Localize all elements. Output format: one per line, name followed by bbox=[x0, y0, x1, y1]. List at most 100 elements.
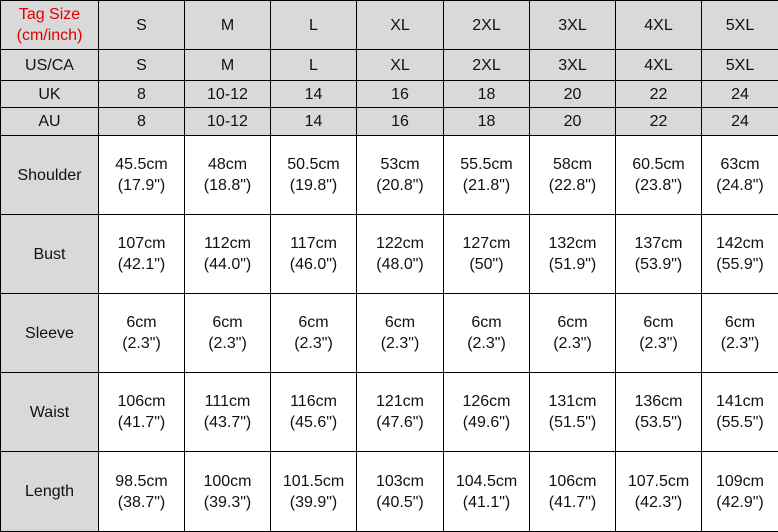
cell-text: Waist bbox=[29, 403, 70, 421]
cell-text: (51.5") bbox=[548, 414, 597, 431]
cell-text: (41.7") bbox=[117, 414, 166, 431]
measurement-cell: 6cm (2.3") bbox=[443, 293, 530, 373]
size-header-cell: M bbox=[184, 49, 271, 81]
measurement-cell: 48cm (18.8") bbox=[184, 135, 271, 215]
cell-text: (17.9") bbox=[117, 177, 166, 194]
cell-text: (42.1") bbox=[117, 256, 166, 273]
measurement-cell: 6cm (2.3") bbox=[356, 293, 444, 373]
size-header-cell: 24 bbox=[701, 107, 778, 136]
size-header-cell: 16 bbox=[356, 107, 444, 136]
measurement-cell: 106cm (41.7") bbox=[529, 451, 616, 532]
measurement-cell: 132cm (51.9") bbox=[529, 214, 616, 294]
measurement-cell: 107cm (42.1") bbox=[98, 214, 185, 294]
measurement-cell: 53cm (20.8") bbox=[356, 135, 444, 215]
measurement-cell: 6cm (2.3") bbox=[701, 293, 778, 373]
cell-text: AU bbox=[38, 113, 61, 130]
cell-text: 131cm bbox=[548, 393, 597, 410]
size-header-cell: 24 bbox=[701, 80, 778, 108]
cell-text: S bbox=[136, 16, 147, 34]
cell-text: 2XL bbox=[472, 16, 501, 34]
table-row: Tag Size (cm/inch) S M L XL 2XL 3XL 4XL 5XL bbox=[0, 0, 778, 50]
cell-text: 111cm bbox=[204, 393, 251, 410]
size-header-cell: 4XL bbox=[615, 0, 702, 50]
cell-text: 106cm bbox=[117, 393, 166, 410]
measurement-cell: 98.5cm (38.7") bbox=[98, 451, 185, 532]
size-header-cell: 20 bbox=[529, 107, 616, 136]
cell-text: 127cm bbox=[462, 235, 511, 252]
measurement-cell: 112cm (44.0") bbox=[184, 214, 271, 294]
cell-text: 103cm bbox=[375, 472, 425, 490]
cell-text: 60.5cm bbox=[632, 156, 685, 173]
cell-text: (cm/inch) bbox=[16, 27, 83, 44]
row-header-cell: Waist bbox=[0, 372, 99, 452]
cell-text: XL bbox=[390, 56, 410, 74]
cell-text: 137cm bbox=[634, 235, 683, 252]
size-header-cell: 22 bbox=[615, 107, 702, 136]
cell-text: 22 bbox=[649, 85, 668, 103]
cell-text: 106cm bbox=[548, 472, 597, 490]
measurement-cell: 6cm (2.3") bbox=[529, 293, 616, 373]
size-header-cell: 10-12 bbox=[184, 107, 271, 136]
cell-text: 121cm bbox=[375, 393, 425, 410]
cell-text: 116cm bbox=[290, 393, 337, 410]
cell-text: 58cm bbox=[552, 156, 593, 173]
size-header-cell: 5XL bbox=[701, 0, 778, 50]
measurement-cell: 45.5cm (17.9") bbox=[98, 135, 185, 215]
size-header-cell: S bbox=[98, 0, 185, 50]
measurement-cell: 50.5cm (19.8") bbox=[270, 135, 357, 215]
cell-text: 55.5cm bbox=[460, 156, 513, 173]
row-header-cell: Sleeve bbox=[0, 293, 99, 373]
cell-text: 141cm bbox=[715, 393, 765, 410]
cell-text: (39.9") bbox=[289, 493, 338, 511]
cell-text: L bbox=[309, 56, 318, 74]
cell-text: (22.8") bbox=[548, 177, 597, 194]
measurement-cell: 6cm (2.3") bbox=[615, 293, 702, 373]
cell-text: 4XL bbox=[644, 56, 673, 74]
row-header-cell: UK bbox=[0, 80, 99, 108]
cell-text: (2.3") bbox=[639, 335, 678, 352]
cell-text: (2.3") bbox=[294, 335, 333, 352]
cell-text: Length bbox=[25, 483, 74, 500]
cell-text: 24 bbox=[731, 85, 749, 103]
cell-text: 6cm bbox=[384, 314, 416, 331]
cell-text: 112cm bbox=[204, 235, 251, 252]
cell-text: 22 bbox=[649, 113, 668, 130]
cell-text: 16 bbox=[391, 113, 409, 130]
size-header-cell: 14 bbox=[270, 80, 357, 108]
row-header-cell: AU bbox=[0, 107, 99, 136]
cell-text: 18 bbox=[477, 113, 496, 130]
measurement-cell: 103cm (40.5") bbox=[356, 451, 444, 532]
cell-text: 6cm bbox=[471, 314, 502, 331]
size-header-cell: 3XL bbox=[529, 0, 616, 50]
cell-text: 10-12 bbox=[207, 85, 248, 103]
table-row: UK 8 10-12 14 16 18 20 22 24 bbox=[0, 80, 778, 108]
cell-text: 10-12 bbox=[207, 113, 248, 130]
cell-text: 107cm bbox=[117, 235, 166, 252]
cell-text: 3XL bbox=[558, 16, 587, 34]
size-header-cell: XL bbox=[356, 49, 444, 81]
cell-text: 101.5cm bbox=[282, 472, 345, 490]
size-header-cell: 2XL bbox=[443, 0, 530, 50]
size-header-cell: 18 bbox=[443, 107, 530, 136]
measurement-cell: 60.5cm (23.8") bbox=[615, 135, 702, 215]
size-header-cell: M bbox=[184, 0, 271, 50]
measurement-cell: 104.5cm (41.1") bbox=[443, 451, 530, 532]
cell-text: (2.3") bbox=[208, 335, 247, 352]
cell-text: 6cm bbox=[643, 314, 674, 331]
row-header-cell: Length bbox=[0, 451, 99, 532]
row-header-cell: Tag Size (cm/inch) bbox=[0, 0, 99, 50]
cell-text: 6cm bbox=[724, 314, 756, 331]
cell-text: (49.6") bbox=[462, 414, 511, 431]
cell-text: 107.5cm bbox=[627, 472, 690, 490]
cell-text: 6cm bbox=[126, 314, 157, 331]
size-header-cell: XL bbox=[356, 0, 444, 50]
cell-text: 20 bbox=[563, 113, 582, 130]
cell-text: 6cm bbox=[298, 314, 329, 331]
row-header-cell: Shoulder bbox=[0, 135, 99, 215]
cell-text: (55.5") bbox=[716, 414, 764, 431]
cell-text: 14 bbox=[304, 113, 323, 130]
measurement-cell: 137cm (53.9") bbox=[615, 214, 702, 294]
cell-text: (38.7") bbox=[117, 493, 166, 511]
measurement-cell: 127cm (50") bbox=[443, 214, 530, 294]
cell-text: (40.5") bbox=[376, 493, 424, 511]
